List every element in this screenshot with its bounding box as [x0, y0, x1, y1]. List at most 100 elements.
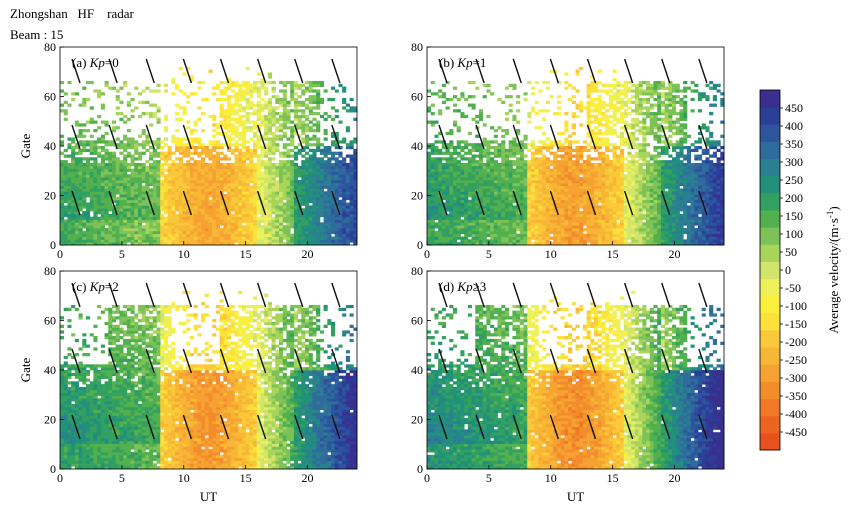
trend-segment: [331, 190, 341, 216]
heatmap-cell: [97, 191, 102, 195]
heatmap-cell: [85, 162, 91, 167]
heatmap-cell: [149, 89, 154, 93]
heatmap-cell: [108, 213, 113, 218]
heatmap-cell: [319, 236, 324, 240]
heatmap-cell: [141, 171, 146, 175]
heatmap-cell: [349, 109, 354, 113]
heatmap-cell: [104, 205, 109, 209]
heatmap-cell: [123, 114, 128, 119]
heatmap-cell: [538, 216, 543, 220]
heatmap-cell: [100, 208, 105, 212]
heatmap-cell: [312, 188, 317, 192]
heatmap-cell: [137, 191, 143, 195]
heatmap-cell: [126, 196, 131, 201]
heatmap-cell: [89, 216, 94, 220]
heatmap-cell: [267, 216, 273, 220]
heatmap-cell: [478, 185, 484, 189]
heatmap-cell: [556, 162, 562, 167]
heatmap-cell: [305, 222, 310, 226]
heatmap-cell: [504, 242, 510, 246]
heatmap-cell: [312, 208, 317, 212]
heatmap-cell: [445, 208, 450, 212]
heatmap-cell: [111, 236, 117, 240]
heatmap-cell: [256, 117, 261, 121]
heatmap-cell: [282, 143, 287, 147]
heatmap-cell: [78, 225, 83, 229]
heatmap-cell: [189, 146, 195, 150]
heatmap-cell: [163, 225, 169, 229]
y-tick-label: 80: [44, 40, 56, 54]
heatmap-cell: [516, 171, 521, 175]
heatmap-cell: [331, 174, 336, 178]
heatmap-cell: [100, 228, 105, 232]
heatmap-cell: [186, 219, 191, 223]
heatmap-cell: [141, 199, 146, 203]
heatmap-cell: [134, 230, 139, 235]
heatmap-cell: [301, 191, 306, 195]
heatmap-cell: [504, 171, 510, 175]
heatmap-cell: [508, 165, 513, 170]
heatmap-cell: [238, 151, 243, 155]
heatmap-cell: [241, 97, 247, 102]
heatmap-cell: [60, 160, 65, 164]
heatmap-cell: [334, 168, 339, 172]
heatmap-cell: [456, 182, 461, 186]
heatmap-cell: [490, 211, 495, 215]
heatmap-cell: [193, 148, 198, 153]
heatmap-cell: [82, 233, 87, 237]
heatmap-cell: [460, 168, 465, 172]
heatmap-cell: [193, 219, 198, 223]
heatmap-cell: [230, 216, 235, 220]
heatmap-cell: [434, 160, 439, 164]
heatmap-cell: [575, 168, 580, 172]
heatmap-cell: [512, 242, 517, 246]
heatmap-cell: [119, 143, 124, 147]
heatmap-cell: [527, 225, 532, 229]
heatmap-cell: [301, 168, 306, 172]
heatmap-cell: [152, 160, 157, 164]
heatmap-cell: [264, 230, 269, 235]
heatmap-cell: [241, 171, 247, 175]
heatmap-cell: [182, 92, 187, 96]
heatmap-cell: [571, 194, 576, 198]
heatmap-cell: [119, 208, 124, 212]
heatmap-cell: [204, 194, 209, 198]
heatmap-cell: [449, 233, 454, 237]
heatmap-cell: [93, 202, 98, 206]
heatmap-cell: [89, 219, 94, 223]
heatmap-cell: [338, 242, 343, 246]
heatmap-cell: [163, 188, 169, 192]
heatmap-cell: [238, 123, 243, 127]
heatmap-cell: [460, 174, 465, 178]
heatmap-cell: [219, 106, 224, 110]
heatmap-cell: [279, 168, 284, 172]
heatmap-cell: [449, 97, 454, 102]
heatmap-cell: [253, 188, 258, 192]
heatmap-cell: [234, 194, 239, 198]
heatmap-cell: [134, 213, 139, 218]
heatmap-cell: [130, 242, 135, 246]
heatmap-cell: [434, 199, 439, 203]
heatmap-cell: [553, 219, 558, 223]
heatmap-cell: [141, 233, 146, 237]
heatmap-cell: [568, 219, 573, 223]
heatmap-cell: [223, 154, 228, 158]
heatmap-cell: [223, 208, 228, 212]
heatmap-cell: [204, 182, 209, 186]
heatmap-cell: [160, 146, 165, 150]
heatmap-cell: [249, 160, 254, 164]
heatmap-cell: [486, 171, 491, 175]
heatmap-cell: [319, 239, 324, 243]
heatmap-cell: [545, 194, 550, 198]
heatmap-cell: [331, 236, 336, 240]
heatmap-cell: [71, 157, 76, 161]
heatmap-cell: [571, 160, 576, 164]
heatmap-cell: [212, 148, 217, 153]
heatmap-cell: [134, 242, 139, 246]
heatmap-cell: [290, 148, 295, 153]
heatmap-cell: [82, 123, 87, 127]
heatmap-cell: [234, 83, 239, 87]
heatmap-cell: [441, 146, 446, 150]
heatmap-cell: [204, 168, 209, 172]
heatmap-cell: [60, 179, 65, 184]
